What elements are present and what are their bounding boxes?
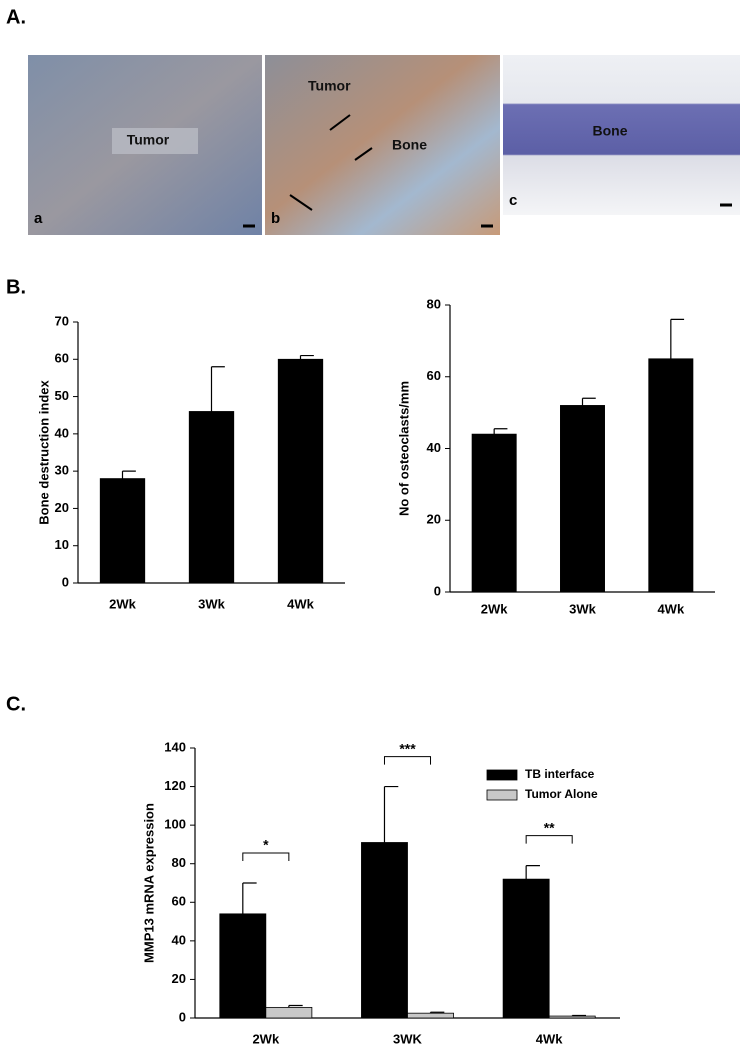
y-tick-label: 60 bbox=[172, 894, 186, 909]
y-tick-label: 60 bbox=[427, 368, 441, 383]
image-letter: a bbox=[34, 210, 43, 227]
y-tick-label: 80 bbox=[172, 855, 186, 870]
significance-label: *** bbox=[399, 740, 416, 756]
image-text: Bone bbox=[593, 123, 628, 139]
bar bbox=[277, 358, 324, 584]
y-tick-label: 40 bbox=[172, 932, 186, 947]
y-tick-label: 120 bbox=[164, 778, 186, 793]
legend-label: TB interface bbox=[525, 767, 595, 781]
panel-label: C. bbox=[6, 693, 26, 715]
x-tick-label: 2Wk bbox=[481, 601, 509, 616]
y-axis-label: MMP13 mRNA expression bbox=[141, 803, 156, 963]
bar bbox=[648, 358, 694, 593]
x-tick-label: 4Wk bbox=[536, 1031, 564, 1046]
significance-label: * bbox=[263, 837, 269, 853]
arrow bbox=[354, 147, 373, 161]
y-tick-label: 20 bbox=[55, 500, 69, 515]
significance-bracket bbox=[383, 756, 432, 765]
y-tick-label: 40 bbox=[55, 425, 69, 440]
bar bbox=[219, 913, 267, 1019]
error-bar bbox=[581, 397, 596, 406]
image-letter: b bbox=[271, 210, 280, 227]
y-tick-label: 100 bbox=[164, 817, 186, 832]
image-text: Tumor bbox=[127, 132, 170, 148]
x-tick-label: 3Wk bbox=[198, 596, 226, 611]
error-bar bbox=[571, 1014, 586, 1017]
y-tick-label: 140 bbox=[164, 739, 186, 754]
micrograph bbox=[265, 55, 500, 235]
x-tick-label: 3Wk bbox=[569, 601, 597, 616]
panel-label: B. bbox=[6, 276, 26, 298]
arrow bbox=[329, 114, 351, 131]
y-tick-label: 60 bbox=[55, 351, 69, 366]
y-tick-label: 30 bbox=[55, 463, 69, 478]
error-bar bbox=[242, 882, 257, 914]
bar bbox=[560, 405, 605, 593]
x-tick-label: 3WK bbox=[393, 1031, 423, 1046]
bar bbox=[471, 433, 517, 593]
y-axis-label: No of osteoclasts/mm bbox=[396, 381, 411, 516]
legend-label: Tumor Alone bbox=[525, 787, 598, 801]
y-tick-label: 20 bbox=[172, 971, 186, 986]
y-tick-label: 10 bbox=[55, 537, 69, 552]
bar bbox=[188, 411, 235, 584]
error-bar bbox=[429, 1011, 445, 1014]
y-tick-label: 0 bbox=[62, 574, 69, 589]
y-tick-label: 20 bbox=[427, 512, 441, 527]
legend-swatch bbox=[486, 789, 518, 801]
legend-swatch bbox=[486, 769, 518, 781]
significance-bracket bbox=[242, 852, 290, 861]
error-bar bbox=[299, 354, 314, 360]
error-bar bbox=[121, 470, 136, 479]
error-bar bbox=[525, 865, 540, 880]
error-bar bbox=[288, 1004, 303, 1008]
panel-label: A. bbox=[6, 6, 26, 28]
bar bbox=[548, 1015, 596, 1019]
bar bbox=[502, 878, 550, 1019]
error-bar bbox=[493, 428, 508, 435]
significance-bracket bbox=[525, 835, 573, 844]
arrow bbox=[289, 194, 313, 211]
y-tick-label: 0 bbox=[434, 583, 441, 598]
image-letter: c bbox=[509, 192, 517, 209]
bar bbox=[265, 1006, 313, 1019]
y-tick-label: 0 bbox=[179, 1009, 186, 1024]
bar bbox=[99, 478, 146, 584]
significance-label: ** bbox=[544, 819, 555, 835]
image-text: Bone bbox=[392, 137, 427, 153]
x-tick-label: 2Wk bbox=[109, 596, 137, 611]
error-bar bbox=[670, 318, 685, 359]
y-tick-label: 40 bbox=[427, 440, 441, 455]
error-bar bbox=[210, 366, 225, 412]
y-axis-label: Bone destruction index bbox=[36, 380, 51, 525]
x-tick-label: 4Wk bbox=[287, 596, 315, 611]
y-tick-label: 50 bbox=[55, 388, 69, 403]
label-bg bbox=[112, 128, 198, 154]
image-text: Tumor bbox=[308, 78, 351, 94]
x-tick-label: 2Wk bbox=[252, 1031, 280, 1046]
error-bar bbox=[383, 785, 399, 843]
x-tick-label: 4Wk bbox=[657, 601, 685, 616]
bar bbox=[361, 842, 408, 1019]
micrograph bbox=[503, 55, 740, 215]
bar bbox=[407, 1012, 454, 1019]
y-tick-label: 80 bbox=[427, 296, 441, 311]
y-tick-label: 70 bbox=[55, 313, 69, 328]
